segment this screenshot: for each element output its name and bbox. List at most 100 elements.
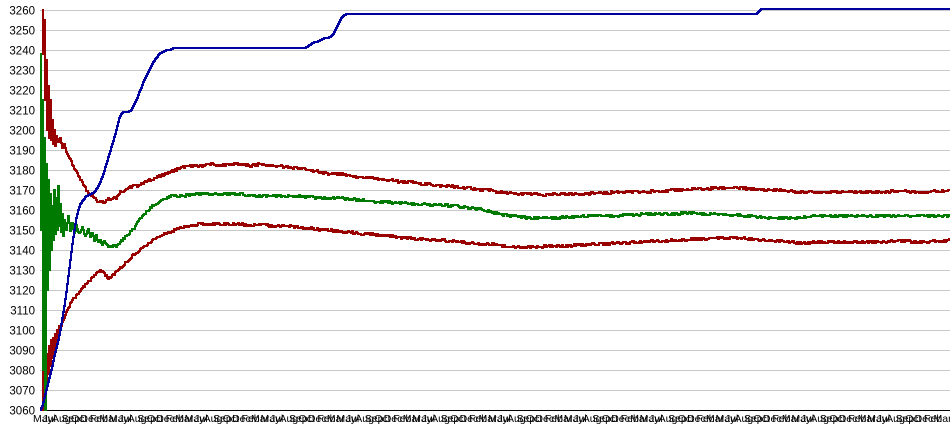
y-tick-label: 3210 xyxy=(9,106,35,118)
x-tick-label: Sep xyxy=(668,413,687,425)
x-tick-label: Dec xyxy=(839,413,858,425)
x-tick-label: Mar xyxy=(99,413,118,425)
x-tick-label: Aug xyxy=(810,413,829,425)
series-lower-band xyxy=(42,222,950,411)
x-tick-label: Feb xyxy=(393,413,411,425)
x-tick-label: Mar xyxy=(403,413,422,425)
series-upper-band xyxy=(42,9,950,204)
x-tick-label: Sep xyxy=(289,413,308,425)
x-tick-label: Oct xyxy=(147,413,163,425)
x-tick-label: Feb xyxy=(772,413,790,425)
x-tick-label: Sep xyxy=(896,413,915,425)
x-tick-label: Oct xyxy=(753,413,769,425)
x-tick-label: Aug xyxy=(734,413,753,425)
x-tick-label: Feb xyxy=(90,413,108,425)
x-tick-label: Mar xyxy=(175,413,194,425)
x-tick-label: Jul xyxy=(801,413,814,425)
x-tick-label: Mar xyxy=(479,413,498,425)
x-tick-label: Jul xyxy=(649,413,662,425)
x-tick-label: Dec xyxy=(384,413,403,425)
y-tick-label: 3120 xyxy=(9,286,35,298)
x-tick-label: Sep xyxy=(365,413,384,425)
x-tick-label: May xyxy=(412,413,433,425)
x-tick-label: May xyxy=(261,413,282,425)
x-tick-label: Feb xyxy=(317,413,335,425)
x-tick-label: Jul xyxy=(194,413,207,425)
x-tick-label: Aug xyxy=(279,413,298,425)
x-tick-label: May xyxy=(336,413,357,425)
x-tick-label: Sep xyxy=(592,413,611,425)
x-tick-label: Sep xyxy=(820,413,839,425)
x-tick-label: Aug xyxy=(507,413,526,425)
x-tick-label: Feb xyxy=(545,413,563,425)
x-tick-label: Dec xyxy=(156,413,175,425)
y-tick-label: 3160 xyxy=(9,206,35,218)
x-tick-label: Jul xyxy=(725,413,738,425)
x-tick-label: Aug xyxy=(204,413,223,425)
x-tick-label: May xyxy=(564,413,585,425)
x-tick-label: Dec xyxy=(232,413,251,425)
series-high-line xyxy=(40,8,950,411)
x-tick-label: Mar xyxy=(327,413,346,425)
x-tick-label: Sep xyxy=(61,413,80,425)
x-tick-label: Jul xyxy=(42,413,55,425)
y-tick-label: 3250 xyxy=(9,26,35,38)
y-tick-label: 3100 xyxy=(9,326,35,338)
x-tick-label: Jul xyxy=(118,413,131,425)
x-tick-label: Dec xyxy=(80,413,99,425)
x-tick-label: Jul xyxy=(877,413,890,425)
x-tick-label: May xyxy=(640,413,661,425)
y-tick-label: 3170 xyxy=(9,186,35,198)
y-tick-label: 3060 xyxy=(9,406,35,418)
x-tick-label: Oct xyxy=(450,413,466,425)
x-tick-label: Aug xyxy=(52,413,71,425)
x-tick-label: May xyxy=(185,413,206,425)
x-tick-label: Aug xyxy=(128,413,147,425)
x-tick-label: Sep xyxy=(516,413,535,425)
x-tick-label: Jul xyxy=(346,413,359,425)
x-tick-label: Feb xyxy=(166,413,184,425)
x-tick-label: Aug xyxy=(355,413,374,425)
x-tick-label: Oct xyxy=(829,413,845,425)
x-tick-label: Mar xyxy=(706,413,725,425)
x-tick-label: May xyxy=(791,413,812,425)
x-tick-label: Feb xyxy=(242,413,260,425)
x-tick-label: Sep xyxy=(137,413,156,425)
y-tick-label: 3110 xyxy=(10,306,35,318)
y-tick-label: 3130 xyxy=(9,266,35,278)
y-tick-label: 3240 xyxy=(9,46,35,58)
x-tick-label: May xyxy=(109,413,130,425)
x-tick-label: Oct xyxy=(526,413,542,425)
y-tick-label: 3090 xyxy=(9,346,35,358)
y-tick-label: 3150 xyxy=(9,226,35,238)
y-tick-label: 3140 xyxy=(9,246,35,258)
x-tick-label: Jul xyxy=(270,413,283,425)
y-tick-label: 3190 xyxy=(9,146,35,158)
y-tick-label: 3200 xyxy=(9,126,35,138)
x-tick-label: May xyxy=(716,413,737,425)
x-tick-label: Sep xyxy=(744,413,763,425)
x-tick-label: Oct xyxy=(71,413,87,425)
y-tick-label: 3070 xyxy=(9,386,35,398)
x-tick-label: Dec xyxy=(687,413,706,425)
x-tick-label: Mar xyxy=(630,413,649,425)
x-tick-label: Aug xyxy=(431,413,450,425)
x-tick-label: Mar xyxy=(554,413,573,425)
x-tick-label: Oct xyxy=(602,413,618,425)
x-tick-label: Aug xyxy=(886,413,905,425)
y-tick-label: 3180 xyxy=(9,166,35,178)
x-tick-label: Feb xyxy=(469,413,487,425)
x-tick-label: Sep xyxy=(213,413,232,425)
x-tick-label: Sep xyxy=(441,413,460,425)
x-tick-label: Dec xyxy=(611,413,630,425)
x-tick-label: Feb xyxy=(924,413,942,425)
x-tick-label: Jul xyxy=(422,413,435,425)
x-tick-label: May xyxy=(488,413,509,425)
x-tick-label: Mar xyxy=(934,413,950,425)
x-tick-label: Dec xyxy=(308,413,327,425)
x-tick-label: Aug xyxy=(659,413,678,425)
x-tick-label: Dec xyxy=(535,413,554,425)
series-average xyxy=(40,53,950,411)
